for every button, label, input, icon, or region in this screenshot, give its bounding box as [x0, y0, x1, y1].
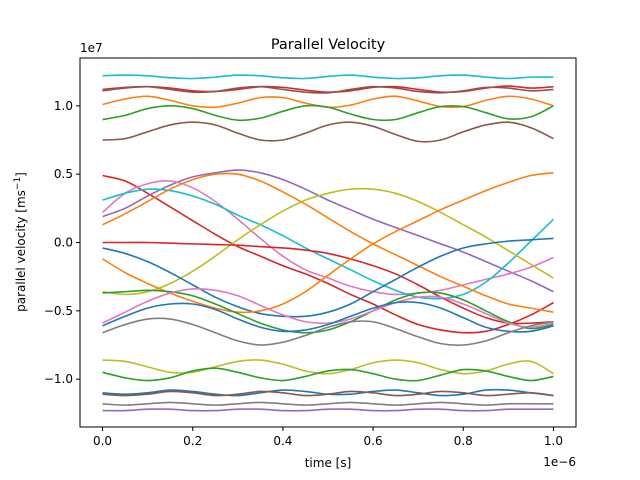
series-line-5 — [102, 104, 554, 122]
series-layer — [102, 74, 555, 412]
y-axis-label-end: ] — [14, 172, 28, 177]
y-tick-label: −1.0 — [44, 372, 73, 386]
series-line-1 — [102, 74, 554, 80]
series-line-19 — [102, 317, 554, 346]
series-line-10 — [102, 188, 555, 300]
series-line-12 — [102, 187, 554, 296]
series-line-18 — [102, 301, 554, 333]
x-tick-label: 0.4 — [273, 434, 292, 448]
series-line-13 — [102, 241, 554, 325]
series-line-25 — [102, 408, 554, 412]
y-ticks: −1.0 −0.5 0.0 0.5 1.0 — [44, 99, 80, 386]
series-line-11 — [102, 172, 554, 313]
x-offset-label: 1e−6 — [543, 455, 576, 469]
series-line-6 — [102, 121, 554, 143]
y-tick-label: −0.5 — [44, 304, 73, 318]
series-line-14 — [102, 237, 554, 318]
x-tick-label: 0.6 — [364, 434, 383, 448]
y-offset-label: 1e7 — [80, 41, 103, 55]
chart-title: Parallel Velocity — [271, 37, 386, 53]
x-axis-label: time [s] — [305, 456, 352, 470]
series-line-16 — [102, 289, 554, 334]
series-line-24 — [102, 401, 554, 406]
x-tick-label: 0.8 — [454, 434, 473, 448]
series-line-3 — [102, 85, 554, 94]
x-ticks: 0.0 0.2 0.4 0.6 0.8 1.0 — [93, 427, 563, 448]
y-axis-label-main: parallel velocity [ms — [14, 190, 28, 312]
y-tick-label: 1.0 — [54, 99, 73, 113]
y-axis-label: parallel velocity [ms−1] — [13, 172, 28, 312]
series-line-23 — [102, 390, 554, 397]
series-line-17 — [102, 288, 554, 329]
y-tick-label: 0.0 — [54, 236, 73, 250]
y-tick-label: 0.5 — [54, 167, 73, 181]
series-line-7 — [102, 174, 554, 334]
x-tick-label: 0.0 — [93, 434, 112, 448]
series-line-21 — [102, 367, 554, 382]
series-line-20 — [102, 359, 554, 375]
series-line-9 — [102, 180, 554, 296]
x-tick-label: 0.2 — [183, 434, 202, 448]
y-axis-label-superscript: −1 — [13, 177, 23, 190]
x-tick-label: 1.0 — [544, 434, 563, 448]
series-line-15 — [102, 172, 554, 314]
